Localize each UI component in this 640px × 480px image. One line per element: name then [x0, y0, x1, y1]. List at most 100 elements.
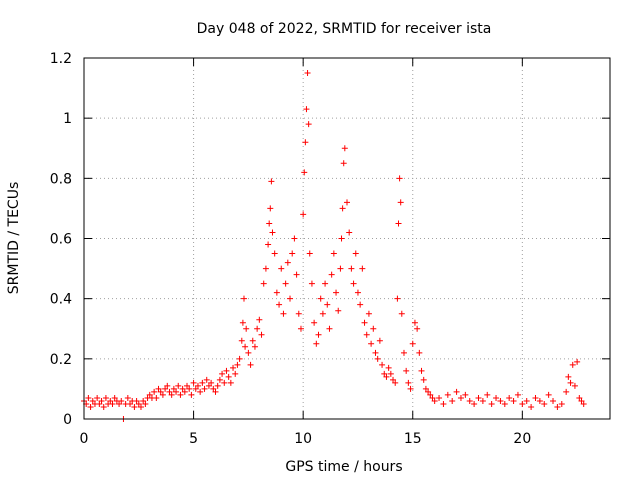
- data-point: [574, 358, 581, 365]
- data-point: [291, 235, 298, 242]
- data-point: [405, 379, 412, 386]
- data-point: [346, 229, 353, 236]
- data-point: [506, 394, 513, 401]
- data-point: [493, 394, 500, 401]
- data-point: [262, 265, 269, 272]
- data-point: [374, 355, 381, 362]
- data-point: [348, 265, 355, 272]
- data-point: [179, 385, 186, 392]
- data-point: [100, 403, 107, 410]
- data-point: [96, 400, 103, 407]
- data-points: [81, 70, 587, 422]
- data-point: [177, 391, 184, 398]
- data-point: [98, 397, 105, 404]
- data-point: [352, 250, 359, 257]
- data-point: [354, 289, 361, 296]
- data-point: [569, 361, 576, 368]
- data-point: [429, 394, 436, 401]
- data-point: [304, 70, 311, 77]
- data-point: [563, 388, 570, 395]
- data-point: [89, 397, 96, 404]
- data-point: [223, 367, 230, 374]
- data-point: [523, 397, 530, 404]
- data-point: [571, 382, 578, 389]
- data-point: [359, 265, 366, 272]
- data-point: [414, 325, 421, 332]
- x-tick-label: 15: [404, 431, 422, 447]
- data-point: [278, 265, 285, 272]
- data-point: [205, 382, 212, 389]
- data-point: [558, 400, 565, 407]
- data-point: [418, 367, 425, 374]
- data-point: [407, 385, 414, 392]
- data-point: [295, 310, 302, 317]
- data-point: [333, 289, 340, 296]
- data-point: [350, 280, 357, 287]
- data-point: [567, 379, 574, 386]
- data-point: [208, 379, 215, 386]
- data-point: [370, 325, 377, 332]
- data-point: [541, 400, 548, 407]
- data-point: [368, 340, 375, 347]
- data-point: [142, 400, 149, 407]
- data-point: [484, 391, 491, 398]
- data-point: [225, 373, 232, 380]
- x-tick-label: 5: [189, 431, 198, 447]
- data-point: [449, 397, 456, 404]
- data-point: [514, 391, 521, 398]
- data-point: [466, 397, 473, 404]
- data-point: [335, 307, 342, 314]
- x-axis-label: GPS time / hours: [285, 459, 402, 475]
- data-point: [232, 370, 239, 377]
- data-point: [453, 388, 460, 395]
- data-point: [162, 385, 169, 392]
- data-point: [308, 280, 315, 287]
- data-point: [305, 121, 312, 128]
- data-point: [102, 394, 109, 401]
- data-point: [269, 229, 276, 236]
- data-point: [268, 178, 275, 185]
- data-point: [396, 175, 403, 182]
- data-point: [151, 388, 158, 395]
- data-point: [107, 397, 114, 404]
- data-point: [436, 394, 443, 401]
- data-point: [471, 400, 478, 407]
- data-point: [137, 403, 144, 410]
- data-point: [387, 370, 394, 377]
- data-point: [181, 388, 188, 395]
- data-point: [328, 271, 335, 278]
- data-point: [155, 385, 162, 392]
- data-point: [398, 310, 405, 317]
- data-point: [260, 280, 267, 287]
- data-point: [273, 289, 280, 296]
- data-point: [212, 388, 219, 395]
- data-point: [214, 382, 221, 389]
- data-point: [284, 259, 291, 266]
- plot-border: [83, 57, 611, 420]
- data-point: [409, 340, 416, 347]
- data-point: [293, 271, 300, 278]
- x-tick-label: 20: [513, 431, 531, 447]
- y-tick-label: 0.2: [50, 352, 72, 368]
- data-point: [203, 376, 210, 383]
- data-point: [536, 397, 543, 404]
- data-point: [168, 391, 175, 398]
- data-point: [289, 250, 296, 257]
- data-point: [422, 385, 429, 392]
- data-point: [190, 379, 197, 386]
- data-point: [219, 370, 226, 377]
- data-point: [258, 331, 265, 338]
- data-point: [157, 388, 164, 395]
- data-point: [357, 301, 364, 308]
- data-point: [340, 160, 347, 167]
- y-tick-label: 0.8: [50, 171, 72, 187]
- data-point: [247, 361, 254, 368]
- data-point: [403, 367, 410, 374]
- data-point: [276, 301, 283, 308]
- data-point: [133, 397, 140, 404]
- data-point: [395, 220, 402, 227]
- y-tick-label: 1.2: [50, 51, 72, 67]
- data-point: [135, 400, 142, 407]
- data-point: [501, 400, 508, 407]
- data-point: [265, 241, 272, 248]
